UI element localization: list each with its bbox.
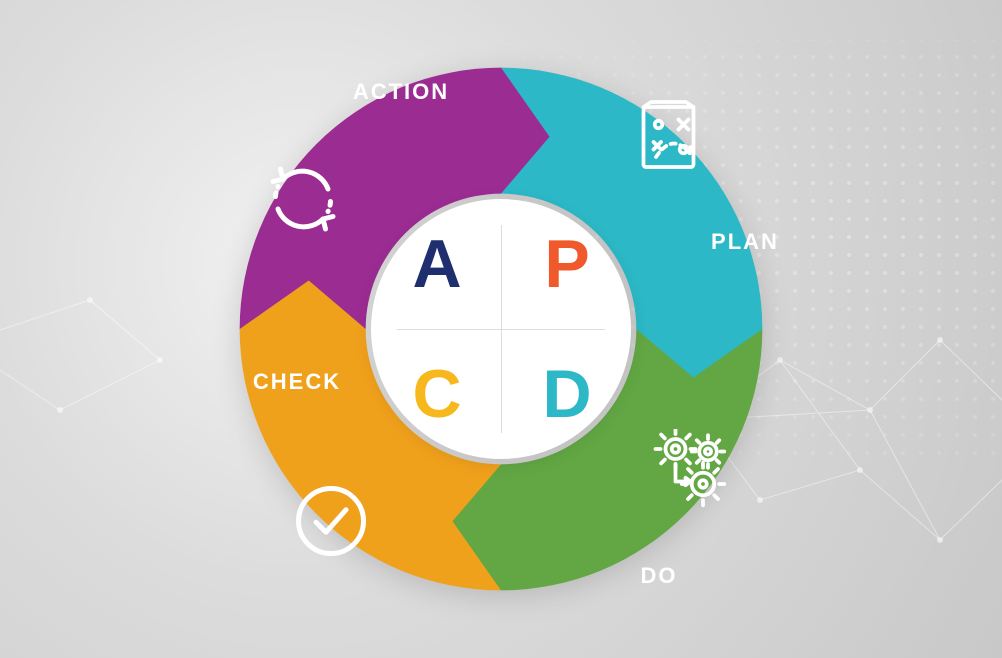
center-letter-p: P [501, 199, 631, 329]
pdca-wheel: A P C D PLAN DO CHECK ACTION [221, 49, 781, 609]
center-letter-a: A [371, 199, 501, 329]
center-disc: A P C D [371, 199, 631, 459]
center-letter-c: C [371, 329, 501, 459]
center-letter-d: D [501, 329, 631, 459]
pdca-infographic: A P C D PLAN DO CHECK ACTION [0, 0, 1002, 658]
